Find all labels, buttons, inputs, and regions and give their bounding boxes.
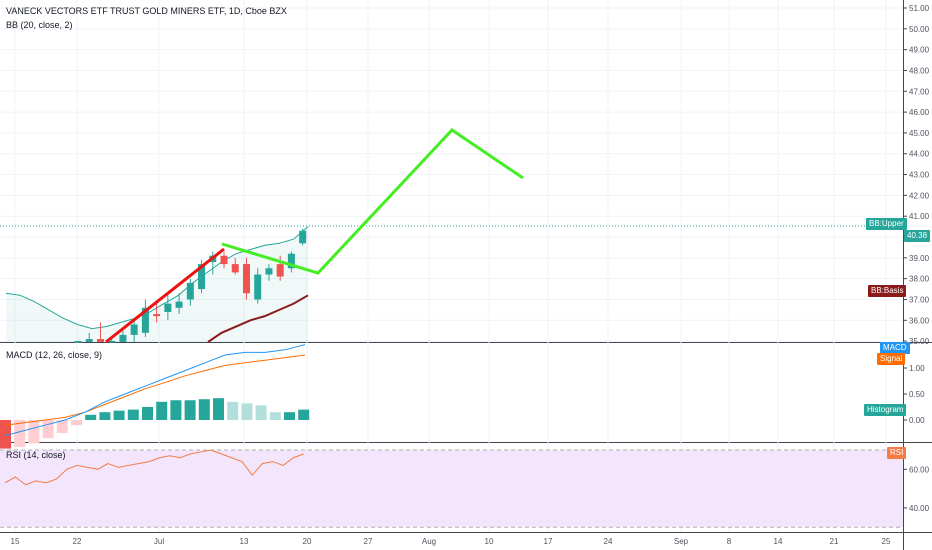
bb-basis-tag: BB:Basis	[868, 285, 907, 297]
price-tick-label: 46.00	[909, 108, 930, 117]
candle[interactable]	[74, 341, 82, 343]
macd-histogram-bar	[71, 420, 82, 426]
time-tick-label: Aug	[422, 537, 436, 546]
candle[interactable]	[265, 264, 273, 281]
time-tick-label: 27	[364, 537, 373, 546]
candle[interactable]	[287, 251, 295, 273]
macd-histogram-bar	[85, 414, 97, 420]
macd-histogram-bar	[255, 405, 267, 420]
price-tick-label: 48.00	[909, 66, 930, 75]
macd-histogram-bar	[0, 420, 11, 449]
signal-line	[4, 354, 306, 426]
red-trend-line[interactable]	[105, 247, 225, 344]
macd-tick-label: 1.00	[909, 364, 925, 373]
price-tick-label: 50.00	[909, 25, 930, 34]
macd-histogram-bar	[213, 398, 224, 420]
time-tick-label: 15	[11, 537, 20, 546]
macd-histogram-bar	[241, 403, 253, 420]
macd-histogram-bar	[156, 401, 168, 420]
symbol-title[interactable]: VANECK VECTORS ETF TRUST GOLD MINERS ETF…	[6, 6, 287, 16]
time-tick-label: 20	[303, 537, 312, 546]
price-tick-label: 42.00	[909, 191, 930, 200]
candle[interactable]	[299, 228, 307, 246]
candle[interactable]	[276, 255, 284, 281]
time-tick-label: Jul	[154, 537, 164, 546]
candle[interactable]	[254, 268, 262, 304]
time-tick-label: 24	[604, 537, 613, 546]
price-tick-label: 39.00	[909, 254, 930, 263]
time-tick-label: 13	[240, 537, 249, 546]
rsi-band	[0, 450, 903, 528]
rsi-legend[interactable]: RSI (14, close)	[6, 450, 66, 460]
signal-tag: Signal	[877, 353, 906, 365]
macd-histogram-bar	[113, 410, 125, 420]
price-tick-label: 47.00	[909, 87, 930, 96]
bb-legend[interactable]: BB (20, close, 2)	[6, 20, 73, 30]
bb-upper-tag: BB:Upper	[866, 218, 907, 230]
candle[interactable]	[96, 322, 104, 342]
macd-histogram-bar	[198, 399, 210, 420]
macd-histogram-bar	[184, 400, 196, 420]
macd-tick-label: 0.00	[909, 416, 925, 425]
price-tick-label: 37.00	[909, 295, 930, 304]
price-tick-label: 41.00	[909, 212, 930, 221]
price-tick-label: 44.00	[909, 150, 930, 159]
candle[interactable]	[164, 295, 172, 321]
rsi-tick-label: 40.00	[909, 504, 930, 513]
macd-histogram-bar	[284, 412, 295, 420]
time-tick-label: 14	[774, 537, 783, 546]
time-tick-label: 22	[73, 537, 82, 546]
price-tick-label: 38.00	[909, 275, 930, 284]
price-tick-label: 36.00	[909, 316, 930, 325]
rsi-tick-label: 60.00	[909, 465, 930, 474]
price-tick-label: 51.00	[909, 4, 930, 13]
candle[interactable]	[231, 257, 239, 275]
macd-legend[interactable]: MACD (12, 26, close, 9)	[6, 350, 103, 360]
macd-histogram-bar	[42, 420, 54, 439]
macd-line	[4, 344, 306, 437]
candle[interactable]	[141, 299, 149, 337]
candle[interactable]	[85, 332, 93, 342]
bb-basis-line	[207, 294, 309, 343]
macd-histogram-bar	[28, 420, 40, 444]
rsi-line	[4, 449, 304, 486]
macd-histogram-bar	[99, 412, 111, 420]
candle[interactable]	[153, 303, 161, 323]
last-price-tag: 40.38	[904, 230, 931, 242]
price-tick-label: 35.00	[909, 337, 930, 346]
time-tick-label: 25	[882, 537, 891, 546]
macd-histogram-bar	[127, 409, 139, 420]
price-tick-label: 45.00	[909, 129, 930, 138]
macd-histogram-bar	[56, 420, 68, 433]
macd-histogram-bar	[227, 401, 239, 420]
macd-histogram-bar	[14, 420, 26, 448]
candle[interactable]	[242, 257, 250, 300]
histogram-tag: Histogram	[864, 404, 907, 416]
bb-band-fill	[6, 226, 308, 342]
rsi-tag: RSI	[887, 447, 907, 459]
candle[interactable]	[186, 278, 194, 306]
macd-tick-label: 0.50	[909, 390, 925, 399]
candle[interactable]	[130, 320, 138, 342]
green-projection-path[interactable]	[221, 128, 524, 275]
candle[interactable]	[220, 251, 228, 269]
macd-histogram-bar	[298, 409, 310, 420]
price-tick-label: 43.00	[909, 171, 930, 180]
macd-histogram-bar	[142, 407, 153, 420]
time-tick-label: Sep	[674, 537, 689, 546]
candle[interactable]	[119, 330, 127, 342]
time-tick-label: 17	[544, 537, 553, 546]
candle[interactable]	[175, 293, 183, 315]
candlestick-series	[74, 228, 307, 343]
time-tick-label: 8	[727, 537, 732, 546]
time-tick-label: 10	[485, 537, 494, 546]
macd-histogram-bar	[170, 400, 182, 420]
price-tick-label: 49.00	[909, 46, 930, 55]
time-tick-label: 21	[830, 537, 839, 546]
macd-tag: MACD	[880, 342, 910, 354]
macd-histogram-bar	[269, 412, 281, 420]
